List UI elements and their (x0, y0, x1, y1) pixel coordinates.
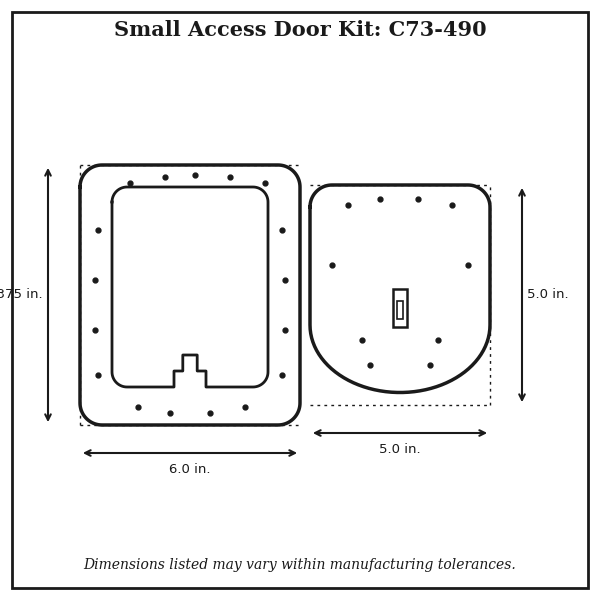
Text: Dimensions listed may vary within manufacturing tolerances.: Dimensions listed may vary within manufa… (83, 558, 517, 572)
Text: 5.0 in.: 5.0 in. (527, 289, 569, 301)
Text: 5.0 in.: 5.0 in. (379, 443, 421, 456)
Text: 6.375 in.: 6.375 in. (0, 289, 43, 301)
Text: Small Access Door Kit: C73-490: Small Access Door Kit: C73-490 (113, 20, 487, 40)
Bar (393, 289, 407, 327)
Text: 6.0 in.: 6.0 in. (169, 463, 211, 476)
Bar (397, 301, 403, 319)
